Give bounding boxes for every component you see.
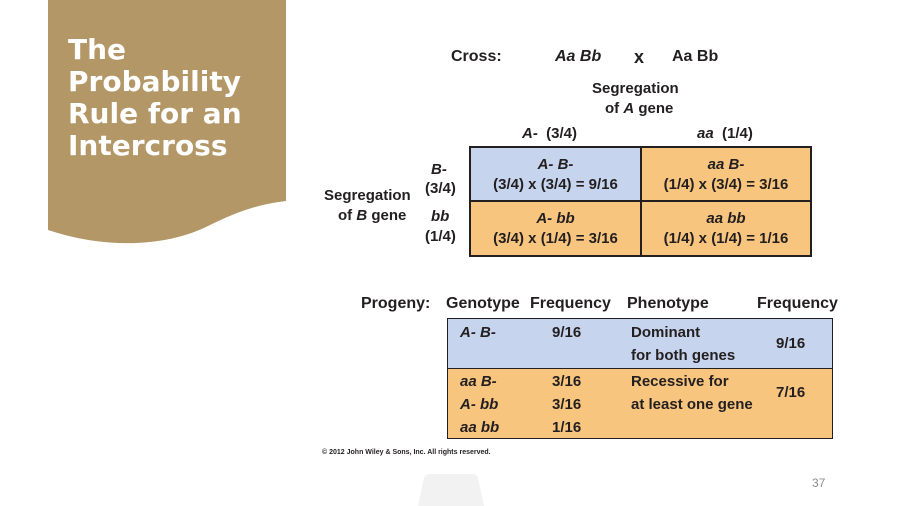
punnett-cell-a-dominant-b-recessive: A- bb (3/4) x (1/4) = 3/16 — [469, 201, 641, 257]
a-segregation-header-line1: Segregation — [592, 80, 679, 97]
cell-calculation: (1/4) x (3/4) = 3/16 — [663, 176, 789, 193]
cell-genotype: A- bb — [536, 210, 575, 227]
progeny-frequency: 1/16 — [552, 419, 582, 436]
progeny-phenotype-frequency: 7/16 — [776, 384, 806, 401]
copyright-notice: © 2012 John Wiley & Sons, Inc. All right… — [322, 449, 491, 456]
title-panel-shape — [48, 0, 286, 244]
progeny-frequency: 9/16 — [552, 324, 582, 341]
cross-parent-2: Aa Bb — [672, 48, 719, 65]
punnett-cell-a-recessive-b-recessive: aa bb (1/4) x (1/4) = 1/16 — [641, 201, 812, 257]
row-header-b-dominant-allele: B- — [431, 161, 447, 178]
b-segregation-header-line1: Segregation — [324, 187, 411, 204]
progeny-genotype: A- B- — [460, 324, 496, 341]
column-header-a-dominant: A- (3/4) — [522, 125, 578, 142]
progeny-frequency: 3/16 — [552, 373, 582, 390]
cell-calculation: (3/4) x (3/4) = 9/16 — [493, 176, 618, 193]
cell-genotype: aa bb — [706, 210, 746, 227]
punnett-cell-a-recessive-b-dominant: aa B- (1/4) x (3/4) = 3/16 — [641, 146, 812, 201]
progeny-genotype: A- bb — [460, 396, 499, 413]
cross-symbol: x — [634, 47, 645, 67]
progeny-header-frequency: Frequency — [530, 295, 611, 312]
progeny-frequency: 3/16 — [552, 396, 582, 413]
column-header-a-recessive: aa (1/4) — [697, 125, 753, 142]
progeny-label: Progeny: — [361, 295, 431, 312]
row-header-b-dominant-prob: (3/4) — [425, 180, 456, 197]
title-panel: The Probability Rule for an Intercross — [48, 0, 286, 250]
cell-calculation: (1/4) x (1/4) = 1/16 — [663, 230, 789, 247]
cell-calculation: (3/4) x (1/4) = 3/16 — [493, 230, 618, 247]
progeny-header-phenotype-frequency: Frequency — [757, 295, 838, 312]
progeny-group-dominant: A- B- 9/16 Dominant for both genes 9/16 — [447, 318, 833, 368]
slide-title: The Probability Rule for an Intercross — [68, 33, 242, 162]
progeny-phenotype-line1: Recessive for — [631, 373, 729, 390]
row-header-b-recessive-allele: bb — [431, 208, 450, 225]
progeny-phenotype-line1: Dominant — [631, 324, 701, 341]
progeny-genotype: aa bb — [460, 419, 500, 436]
progeny-header-phenotype: Phenotype — [627, 295, 709, 312]
row-header-b-recessive-prob: (1/4) — [425, 228, 456, 245]
progeny-phenotype-line2: for both genes — [631, 347, 736, 364]
progeny-header-genotype: Genotype — [446, 295, 520, 312]
page-number: 37 — [812, 476, 826, 490]
progeny-phenotype-line2: at least one gene — [631, 396, 753, 413]
progeny-group-recessive: aa B- A- bb aa bb 3/16 3/16 1/16 Recessi… — [447, 368, 833, 439]
progeny-genotype: aa B- — [460, 373, 497, 390]
cell-genotype: aa B- — [707, 156, 745, 173]
footer-tab-shape — [418, 474, 484, 506]
cross-label: Cross: — [451, 48, 502, 65]
cell-genotype: A- B- — [537, 156, 574, 173]
cross-parent-1: Aa Bb — [555, 48, 602, 65]
progeny-phenotype-frequency: 9/16 — [776, 335, 806, 352]
punnett-cell-a-dominant-b-dominant: A- B- (3/4) x (3/4) = 9/16 — [469, 146, 641, 201]
b-segregation-header-line2: of B gene — [338, 207, 407, 224]
a-segregation-header-line2: of A gene — [605, 100, 674, 117]
